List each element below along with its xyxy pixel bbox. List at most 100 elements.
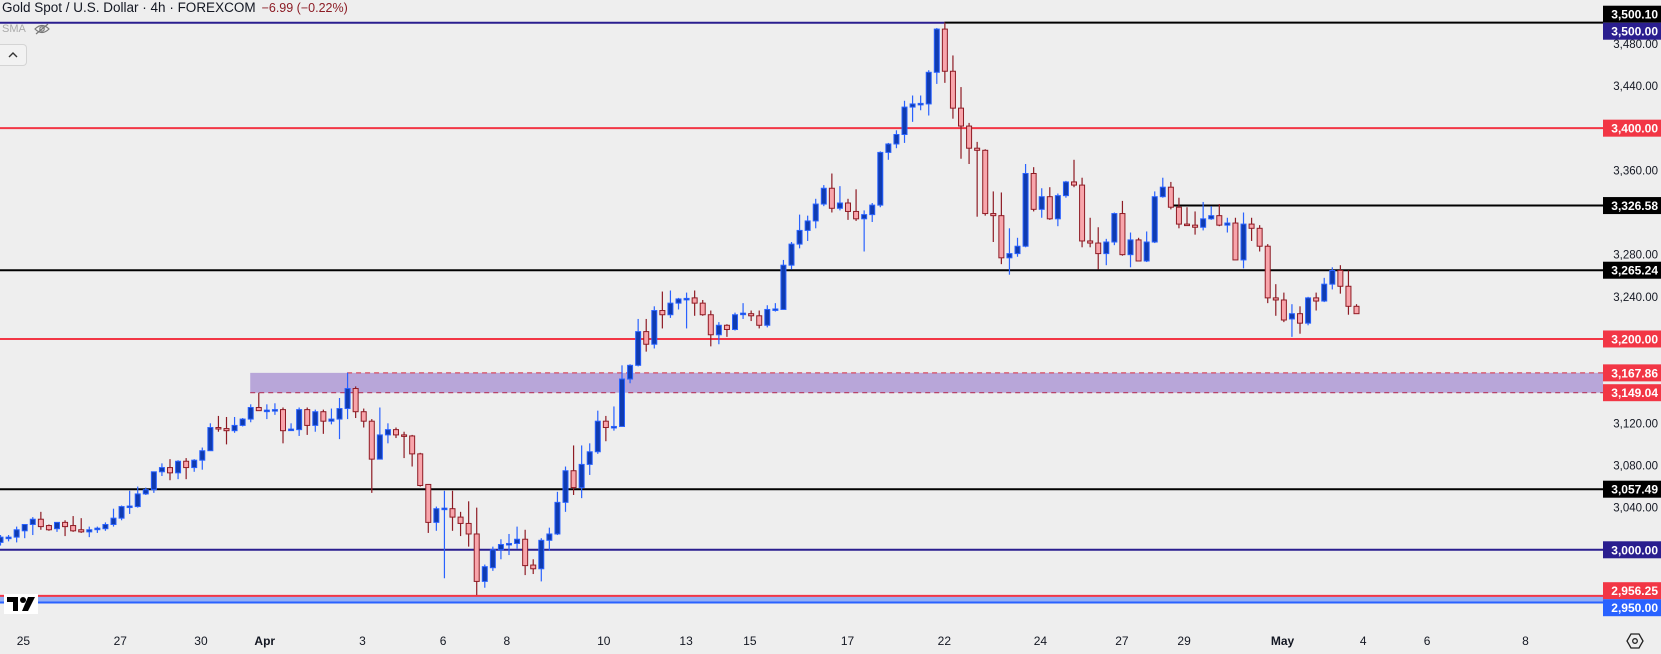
candle-up[interactable] xyxy=(1329,267,1336,290)
candle-up[interactable] xyxy=(1240,212,1247,269)
candle-up[interactable] xyxy=(481,564,488,588)
time-axis[interactable]: 25 27 30 Apr 3 6 8 10 13 15 17 22 24 27 29 May 4 6 8 xyxy=(0,628,1661,650)
candle-down[interactable] xyxy=(643,318,650,352)
candle-up[interactable] xyxy=(610,406,617,431)
candle-up[interactable] xyxy=(578,445,585,499)
candle-up[interactable] xyxy=(933,28,940,84)
candle-up[interactable] xyxy=(1151,191,1158,244)
candle-down[interactable] xyxy=(699,299,706,316)
candle-down[interactable] xyxy=(62,520,69,537)
candle-up[interactable] xyxy=(231,416,238,433)
candle-up[interactable] xyxy=(175,460,182,480)
candle-down[interactable] xyxy=(1272,284,1279,316)
candle-down[interactable] xyxy=(756,310,763,329)
candle-up[interactable] xyxy=(13,526,20,543)
candle-down[interactable] xyxy=(280,407,287,444)
candle-up[interactable] xyxy=(554,491,561,536)
indicator-legend[interactable]: SMA xyxy=(2,23,50,35)
candle-down[interactable] xyxy=(723,324,730,337)
candle-up[interactable] xyxy=(86,526,93,538)
candle-down[interactable] xyxy=(958,87,965,159)
candle-up[interactable] xyxy=(740,303,747,319)
candle-up[interactable] xyxy=(667,290,674,318)
candle-up[interactable] xyxy=(247,404,254,423)
candle-up[interactable] xyxy=(1038,188,1045,218)
candle-up[interactable] xyxy=(1014,237,1021,257)
candle-up[interactable] xyxy=(54,521,61,532)
candle-up[interactable] xyxy=(118,505,125,521)
price-zone[interactable] xyxy=(0,595,1603,603)
candle-up[interactable] xyxy=(1062,180,1069,198)
candle-up[interactable] xyxy=(263,404,270,420)
candle-up[interactable] xyxy=(344,372,351,420)
candle-down[interactable] xyxy=(409,434,416,467)
candle-up[interactable] xyxy=(1127,232,1134,268)
candle-down[interactable] xyxy=(1079,177,1086,248)
candle-up[interactable] xyxy=(1159,177,1166,198)
candle-down[interactable] xyxy=(748,310,755,322)
price-level-badge[interactable]: 3,265.24 xyxy=(1603,261,1661,279)
collapse-legend-button[interactable] xyxy=(0,44,27,66)
candle-down[interactable] xyxy=(707,310,714,347)
candle-up[interactable] xyxy=(1006,228,1013,275)
candle-down[interactable] xyxy=(215,415,222,432)
candle-down[interactable] xyxy=(1232,217,1239,261)
candle-up[interactable] xyxy=(336,398,343,440)
candle-up[interactable] xyxy=(1103,238,1110,266)
candle-down[interactable] xyxy=(570,445,577,495)
candle-up[interactable] xyxy=(635,318,642,367)
candle-down[interactable] xyxy=(368,419,375,493)
candle-up[interactable] xyxy=(804,215,811,241)
candle-down[interactable] xyxy=(1216,204,1223,227)
candle-down[interactable] xyxy=(1248,217,1255,241)
candle-up[interactable] xyxy=(877,151,884,208)
candle-down[interactable] xyxy=(530,559,537,575)
candle-up[interactable] xyxy=(1022,164,1029,248)
candle-down[interactable] xyxy=(37,511,44,530)
candle-down[interactable] xyxy=(393,427,400,439)
candle-up[interactable] xyxy=(102,522,109,531)
candle-up[interactable] xyxy=(0,535,4,546)
candle-down[interactable] xyxy=(1095,227,1102,270)
candle-down[interactable] xyxy=(417,452,424,487)
candle-down[interactable] xyxy=(320,409,327,434)
candle-up[interactable] xyxy=(812,198,819,229)
candle-down[interactable] xyxy=(602,415,609,442)
candle-down[interactable] xyxy=(360,408,367,428)
candle-down[interactable] xyxy=(966,122,973,165)
candle-up[interactable] xyxy=(861,210,868,252)
candle-down[interactable] xyxy=(473,507,480,596)
candle-down[interactable] xyxy=(853,189,860,221)
candle-up[interactable] xyxy=(538,538,545,582)
candle-down[interactable] xyxy=(352,386,359,419)
price-level-badge[interactable]: 3,400.00 xyxy=(1603,119,1661,137)
candle-up[interactable] xyxy=(772,303,779,312)
candle-down[interactable] xyxy=(457,511,464,537)
candle-up[interactable] xyxy=(441,490,448,579)
candle-up[interactable] xyxy=(764,305,771,328)
candle-up[interactable] xyxy=(1111,212,1118,246)
candle-up[interactable] xyxy=(1143,231,1150,263)
candle-down[interactable] xyxy=(255,392,262,412)
candle-down[interactable] xyxy=(941,22,948,83)
candle-up[interactable] xyxy=(1288,304,1295,337)
candle-up[interactable] xyxy=(836,186,843,211)
candle-up[interactable] xyxy=(925,70,932,116)
candle-up[interactable] xyxy=(780,259,787,310)
candle-up[interactable] xyxy=(506,533,513,556)
candle-up[interactable] xyxy=(619,365,626,427)
candle-up[interactable] xyxy=(191,459,198,472)
price-zone[interactable] xyxy=(250,372,1603,393)
candle-up[interactable] xyxy=(1054,193,1061,227)
candle-down[interactable] xyxy=(990,191,997,243)
price-level-badge[interactable]: 3,057.49 xyxy=(1603,480,1661,498)
candle-down[interactable] xyxy=(167,459,174,481)
price-level-badge[interactable]: 3,000.00 xyxy=(1603,541,1661,559)
candle-down[interactable] xyxy=(304,407,311,435)
candle-down[interactable] xyxy=(183,458,190,480)
candle-down[interactable] xyxy=(1046,187,1053,220)
candle-up[interactable] xyxy=(328,408,335,425)
candle-up[interactable] xyxy=(312,409,319,432)
price-level-badge[interactable]: 2,956.25 xyxy=(1603,582,1661,600)
candle-up[interactable] xyxy=(150,471,157,493)
